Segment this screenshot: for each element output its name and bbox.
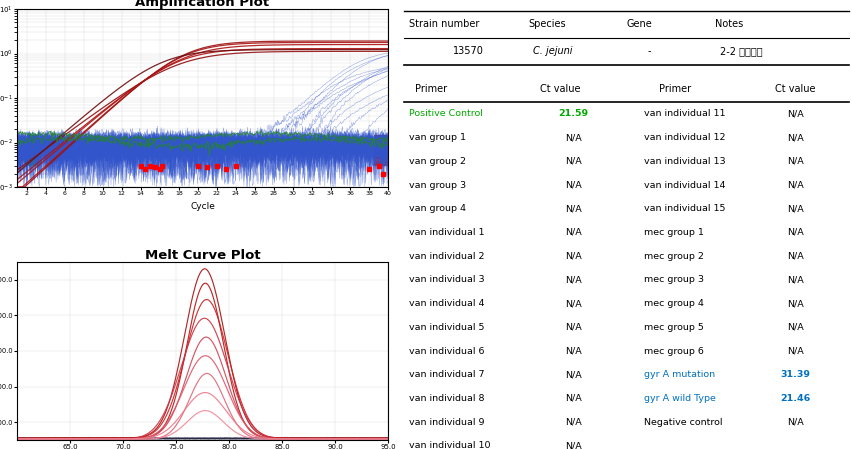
Text: van individual 6: van individual 6 — [408, 347, 484, 356]
Text: gyr A mutation: gyr A mutation — [643, 370, 715, 379]
Text: 2-2 분양균주: 2-2 분양균주 — [719, 46, 762, 56]
Text: C. jejuni: C. jejuni — [532, 46, 572, 56]
Text: N/A: N/A — [786, 418, 803, 427]
Text: mec group 5: mec group 5 — [643, 323, 704, 332]
Text: N/A: N/A — [564, 204, 581, 213]
Text: mec group 3: mec group 3 — [643, 275, 704, 284]
Text: van individual 11: van individual 11 — [643, 110, 725, 119]
Text: N/A: N/A — [786, 133, 803, 142]
Text: Ct value: Ct value — [774, 84, 815, 94]
Text: van group 4: van group 4 — [408, 204, 465, 213]
Text: van individual 4: van individual 4 — [408, 299, 484, 308]
Text: van individual 13: van individual 13 — [643, 157, 725, 166]
Text: Negative control: Negative control — [643, 418, 722, 427]
Text: Gene: Gene — [626, 19, 652, 30]
Text: van group 1: van group 1 — [408, 133, 465, 142]
Text: van individual 3: van individual 3 — [408, 275, 484, 284]
Text: N/A: N/A — [564, 133, 581, 142]
Text: mec group 1: mec group 1 — [643, 228, 704, 237]
Title: Amplification Plot: Amplification Plot — [135, 0, 269, 9]
Text: N/A: N/A — [786, 228, 803, 237]
Text: gyr A wild Type: gyr A wild Type — [643, 394, 716, 403]
Text: mec group 2: mec group 2 — [643, 252, 704, 261]
Text: N/A: N/A — [564, 394, 581, 403]
Text: N/A: N/A — [786, 180, 803, 189]
Text: N/A: N/A — [786, 204, 803, 213]
Text: N/A: N/A — [786, 110, 803, 119]
Text: Strain number: Strain number — [408, 19, 479, 30]
Text: van individual 12: van individual 12 — [643, 133, 725, 142]
Text: mec group 6: mec group 6 — [643, 347, 704, 356]
Text: N/A: N/A — [786, 347, 803, 356]
Text: N/A: N/A — [564, 323, 581, 332]
Text: Species: Species — [528, 19, 566, 30]
Text: N/A: N/A — [564, 370, 581, 379]
Text: N/A: N/A — [564, 441, 581, 449]
Text: mec group 4: mec group 4 — [643, 299, 704, 308]
Text: van individual 7: van individual 7 — [408, 370, 484, 379]
Text: 21.59: 21.59 — [557, 110, 588, 119]
Title: Melt Curve Plot: Melt Curve Plot — [145, 249, 260, 262]
Text: N/A: N/A — [786, 157, 803, 166]
Text: -: - — [647, 46, 650, 56]
Text: 31.39: 31.39 — [780, 370, 809, 379]
Text: van individual 9: van individual 9 — [408, 418, 484, 427]
Text: Ct value: Ct value — [539, 84, 579, 94]
Text: van individual 14: van individual 14 — [643, 180, 725, 189]
Text: N/A: N/A — [786, 323, 803, 332]
Text: Notes: Notes — [715, 19, 743, 30]
Text: van individual 8: van individual 8 — [408, 394, 484, 403]
Text: van individual 15: van individual 15 — [643, 204, 725, 213]
Text: N/A: N/A — [786, 275, 803, 284]
Text: N/A: N/A — [564, 180, 581, 189]
Text: N/A: N/A — [564, 157, 581, 166]
Text: van group 2: van group 2 — [408, 157, 465, 166]
Text: N/A: N/A — [564, 418, 581, 427]
Text: N/A: N/A — [786, 299, 803, 308]
Text: N/A: N/A — [564, 299, 581, 308]
Text: van individual 5: van individual 5 — [408, 323, 484, 332]
Text: Primer: Primer — [414, 84, 446, 94]
X-axis label: Cycle: Cycle — [190, 202, 215, 211]
Text: 13570: 13570 — [452, 46, 484, 56]
Text: N/A: N/A — [564, 252, 581, 261]
Text: Primer: Primer — [659, 84, 691, 94]
Text: N/A: N/A — [564, 275, 581, 284]
Text: Positive Control: Positive Control — [408, 110, 482, 119]
Text: N/A: N/A — [786, 252, 803, 261]
Text: van individual 10: van individual 10 — [408, 441, 490, 449]
Text: van individual 2: van individual 2 — [408, 252, 484, 261]
Text: N/A: N/A — [564, 347, 581, 356]
Text: 21.46: 21.46 — [780, 394, 809, 403]
Text: van individual 1: van individual 1 — [408, 228, 484, 237]
Text: N/A: N/A — [564, 228, 581, 237]
Text: van group 3: van group 3 — [408, 180, 465, 189]
